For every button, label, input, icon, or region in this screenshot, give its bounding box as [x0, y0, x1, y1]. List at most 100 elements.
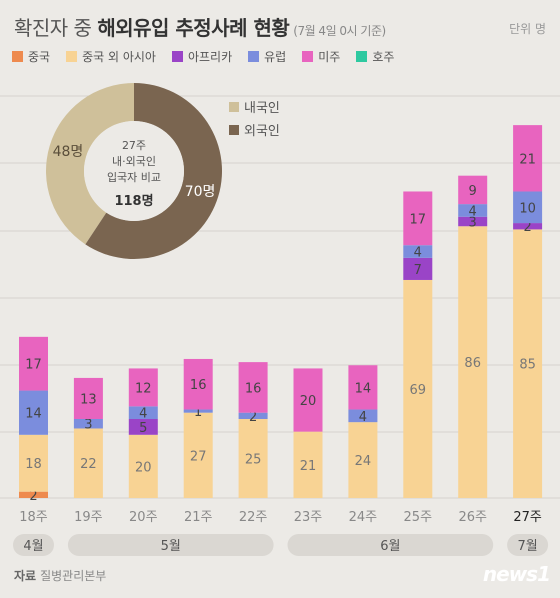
bar-value-label: 20: [300, 394, 317, 409]
bar-segment: [128, 419, 158, 435]
month-label: 4월: [23, 539, 43, 554]
donut-center-text: 입국자 비교: [107, 171, 161, 184]
source-text: 질병관리본부: [40, 569, 107, 583]
legend-item: 유럽: [248, 48, 286, 65]
bar-segment: [513, 191, 543, 224]
legend-item: 호주: [356, 48, 394, 65]
bar-segment: [348, 365, 378, 410]
bar-value-label: 2: [523, 220, 531, 235]
legend: 중국 중국 외 아시아 아프리카 유럽 미주 호주: [12, 48, 394, 65]
bar-segment: [403, 279, 433, 498]
bar-value-label: 27: [190, 449, 207, 464]
bar-value-label: 7: [414, 263, 422, 278]
bar-value-label: 4: [469, 204, 477, 219]
donut-slice: [46, 83, 134, 245]
bar-segment: [403, 245, 433, 258]
legend-swatch: [248, 51, 260, 62]
bar-segment: [183, 412, 213, 498]
legend-swatch: [66, 51, 78, 62]
legend-swatch: [171, 51, 183, 62]
legend-swatch: [302, 51, 314, 62]
x-tick-label: 18주: [19, 510, 48, 525]
x-tick-label: 23주: [294, 510, 323, 525]
bar-value-label: 12: [135, 381, 152, 396]
bar-value-label: 14: [355, 381, 372, 396]
bar-value-label: 9: [469, 184, 477, 199]
bar-segment: [238, 419, 268, 498]
legend-swatch: [356, 51, 368, 62]
bar-segment: [19, 336, 48, 391]
legend-label: 중국: [28, 50, 51, 64]
bar-value-label: 2: [29, 489, 37, 504]
x-tick-label: 21주: [184, 510, 213, 525]
unit-label: 단위 명: [509, 22, 546, 36]
bar-segment: [128, 406, 158, 419]
x-tick-label: 19주: [74, 510, 103, 525]
title-bold: 해외유입 추정사례 현황: [97, 16, 290, 40]
bar-segment: [458, 216, 488, 227]
x-tick-label: 27주: [513, 510, 542, 525]
bar-value-label: 17: [410, 212, 427, 227]
bar-value-label: 16: [190, 378, 207, 393]
bar-value-label: 3: [469, 216, 477, 231]
bar-value-label: 21: [519, 152, 536, 167]
bar-segment: [19, 390, 48, 435]
title-subtitle: (7월 4일 0시 기준): [293, 24, 386, 38]
month-pill: [13, 534, 54, 556]
donut-center-text: 내·외국인: [112, 155, 156, 168]
legend-label: 호주: [372, 50, 395, 64]
bar-value-label: 4: [359, 410, 367, 425]
bar-value-label: 10: [519, 201, 536, 216]
bar-value-label: 85: [519, 358, 536, 373]
legend-label: 유럽: [264, 50, 287, 64]
x-tick-label: 25주: [404, 510, 433, 525]
bar-value-label: 1: [194, 405, 202, 420]
bar-segment: [458, 204, 488, 217]
legend-label: 아프리카: [187, 50, 233, 64]
legend-label: 중국 외 아시아: [82, 50, 156, 64]
bar-segment: [183, 409, 213, 413]
month-label: 6월: [380, 539, 400, 554]
bar-segment: [403, 257, 433, 280]
month-label: 5월: [161, 539, 181, 554]
bar-segment: [513, 229, 543, 498]
x-tick-label: 22주: [239, 510, 268, 525]
donut-legend-swatch: [229, 125, 239, 135]
bar-segment: [238, 412, 268, 419]
bar-value-label: 21: [300, 459, 317, 474]
bar-segment: [458, 175, 488, 205]
bar-segment: [293, 431, 323, 498]
donut-center-text: 27주: [122, 139, 146, 152]
bar-value-label: 3: [84, 418, 92, 433]
donut-hole: [84, 121, 184, 221]
legend-item: 중국: [12, 48, 50, 65]
bar-value-label: 13: [80, 392, 97, 407]
bar-value-label: 22: [80, 457, 97, 472]
bar-value-label: 4: [139, 407, 147, 422]
bar-value-label: 24: [355, 454, 372, 469]
bar-segment: [128, 368, 158, 407]
donut-center-total: 118명: [114, 193, 153, 209]
bar-value-label: 2: [249, 410, 257, 425]
bar-segment: [293, 368, 323, 432]
bar-segment: [513, 125, 543, 192]
bar-value-label: 69: [410, 383, 427, 398]
legend-swatch: [12, 51, 23, 62]
donut-legend-label: 내국인: [244, 101, 280, 116]
bar-segment: [183, 358, 213, 410]
bar-value-label: 25: [245, 453, 262, 468]
bar-value-label: 16: [245, 381, 262, 396]
title-light: 확진자 중: [14, 16, 98, 40]
month-pill: [507, 534, 549, 556]
legend-item: 아프리카: [171, 48, 233, 65]
month-pill: [67, 534, 274, 556]
bar-segment: [128, 434, 158, 498]
legend-label: 미주: [318, 50, 341, 64]
legend-item: 중국 외 아시아: [66, 48, 156, 65]
x-tick-label: 26주: [458, 510, 487, 525]
month-label: 7월: [517, 539, 537, 554]
month-pill: [287, 534, 494, 556]
news1-logo: news1: [482, 562, 551, 586]
bar-value-label: 17: [25, 358, 42, 373]
